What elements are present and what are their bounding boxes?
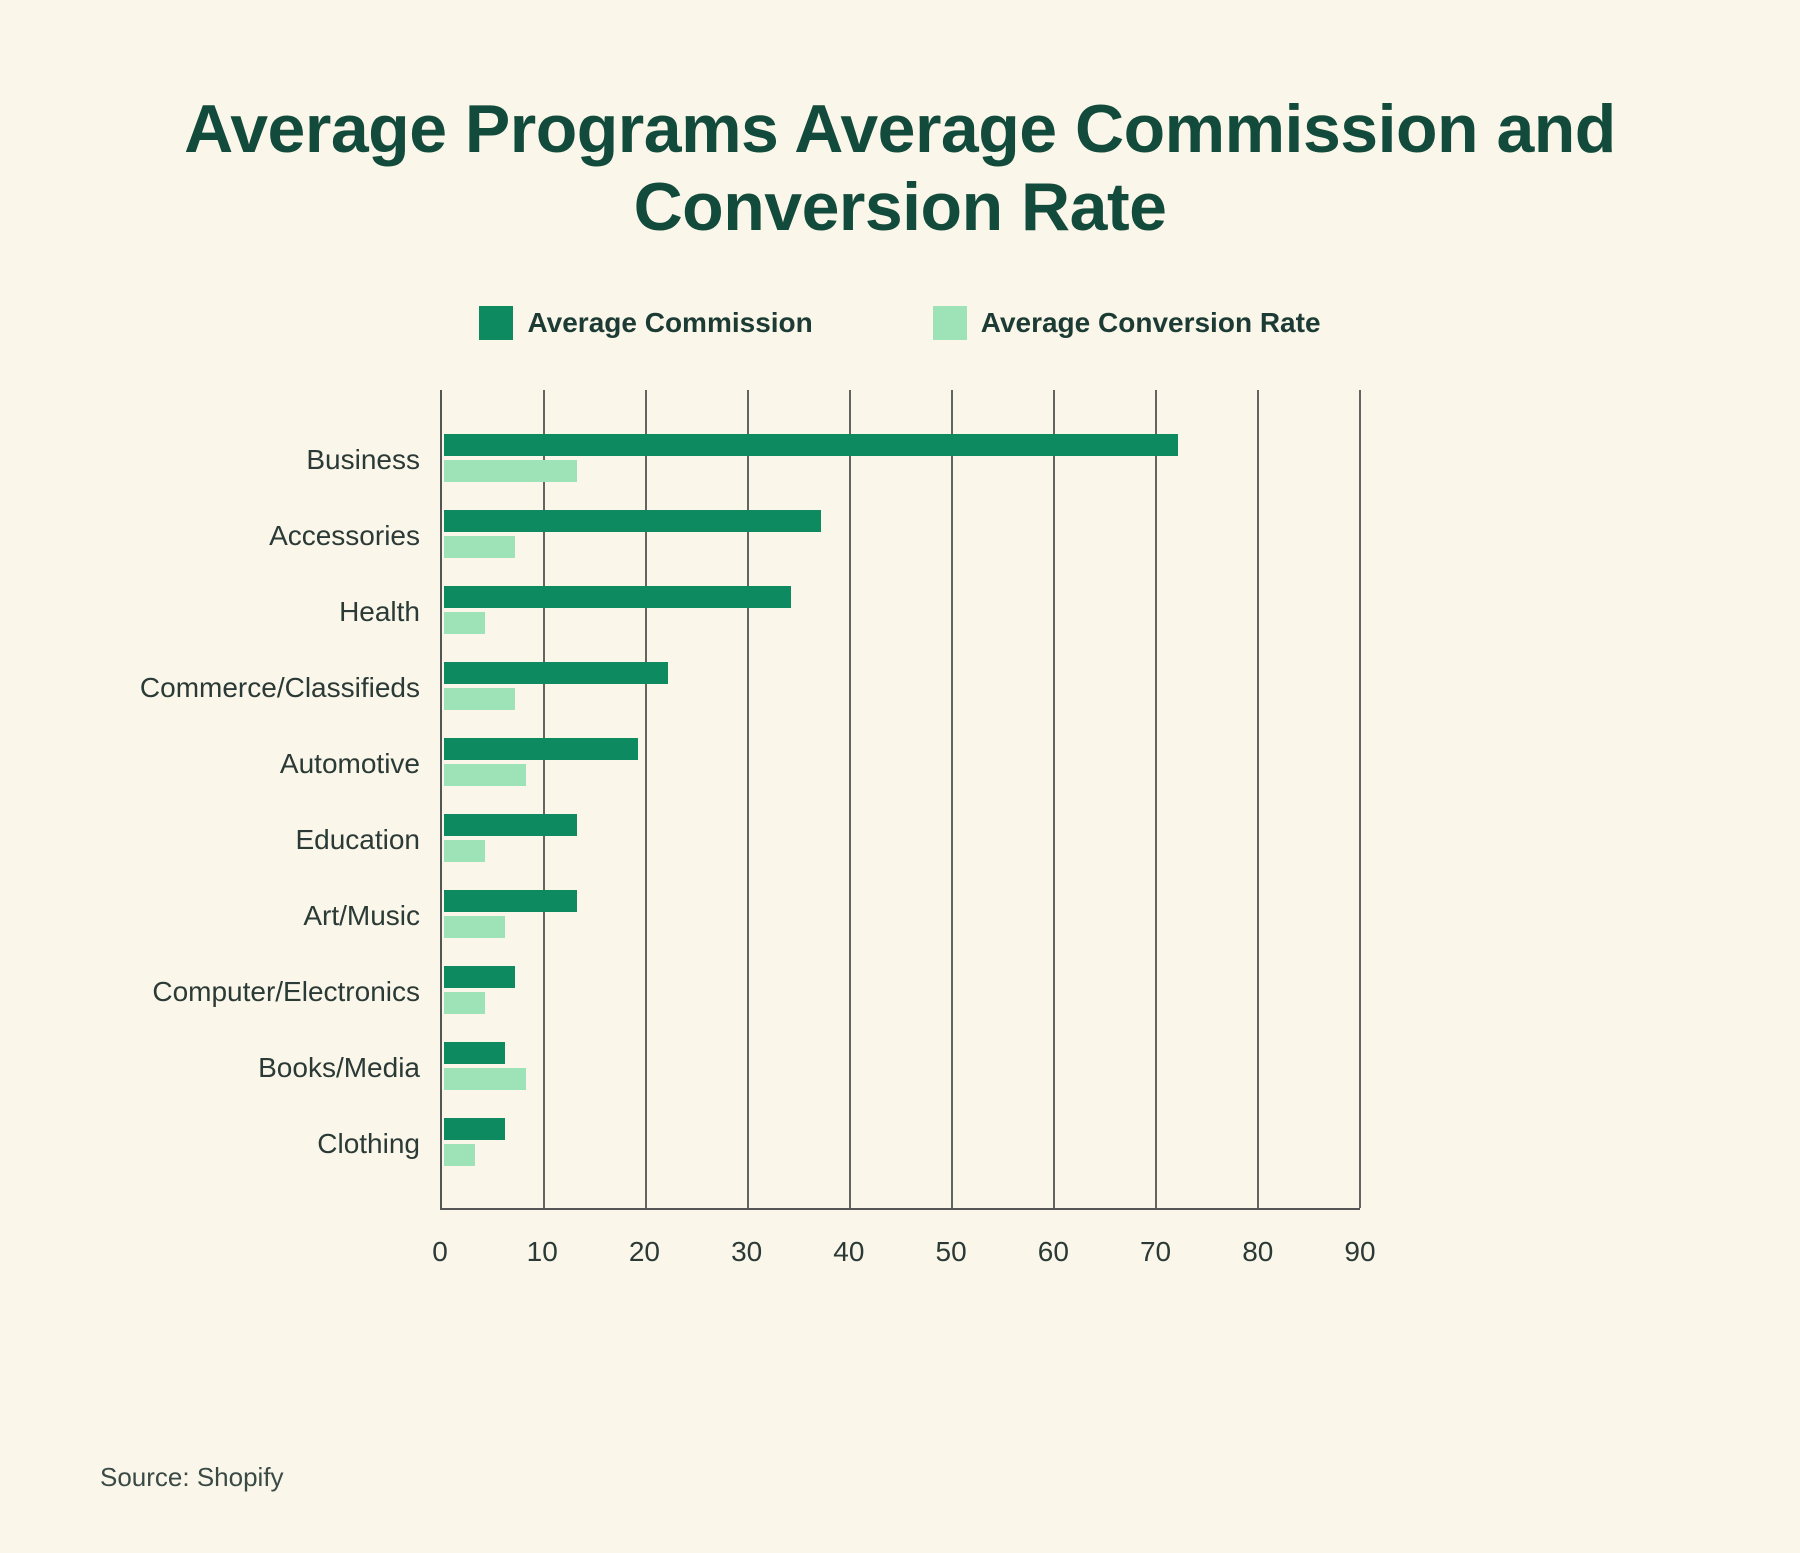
category-label: Books/Media	[258, 1052, 420, 1084]
legend-swatch-conversion	[933, 306, 967, 340]
bar-conversion	[444, 612, 485, 634]
y-axis-categories: Business Accessories Health Commerce/Classi…	[100, 390, 420, 1210]
bar-commission	[444, 586, 791, 608]
x-tick: 50	[936, 1236, 967, 1268]
legend-item-conversion: Average Conversion Rate	[933, 306, 1321, 340]
legend: Average Commission Average Conversion Ra…	[100, 306, 1700, 340]
bar-commission	[444, 890, 577, 912]
x-tick: 80	[1242, 1236, 1273, 1268]
chart-area: 0102030405060708090 BusinessAccessoriesH…	[440, 390, 1360, 1270]
x-tick: 70	[1140, 1236, 1171, 1268]
gridline	[1155, 390, 1157, 1208]
category-label: Accessories	[269, 520, 420, 552]
legend-swatch-commission	[479, 306, 513, 340]
bar-commission	[444, 738, 638, 760]
source-text: Source: Shopify	[100, 1462, 284, 1493]
bar-conversion	[444, 916, 505, 938]
bar-conversion	[444, 764, 526, 786]
bar-commission	[444, 662, 668, 684]
x-tick: 90	[1344, 1236, 1375, 1268]
category-label: Automotive	[280, 748, 420, 780]
bar-conversion	[444, 1144, 475, 1166]
category-label: Business	[306, 444, 420, 476]
bar-commission	[444, 1042, 505, 1064]
category-label: Commerce/Classifieds	[140, 672, 420, 704]
legend-label-conversion: Average Conversion Rate	[981, 307, 1321, 339]
gridline	[1053, 390, 1055, 1208]
gridline	[1359, 390, 1361, 1208]
x-tick: 40	[833, 1236, 864, 1268]
bar-conversion	[444, 688, 515, 710]
bar-commission	[444, 510, 821, 532]
category-label: Health	[339, 596, 420, 628]
category-label: Art/Music	[303, 900, 420, 932]
bar-commission	[444, 434, 1178, 456]
bar-conversion	[444, 992, 485, 1014]
legend-item-commission: Average Commission	[479, 306, 812, 340]
bar-conversion	[444, 460, 577, 482]
bar-conversion	[444, 536, 515, 558]
gridline	[849, 390, 851, 1208]
x-tick: 20	[629, 1236, 660, 1268]
gridline	[1257, 390, 1259, 1208]
bar-commission	[444, 814, 577, 836]
category-label: Computer/Electronics	[152, 976, 420, 1008]
x-tick: 60	[1038, 1236, 1069, 1268]
chart-title: Average Programs Average Commission and …	[100, 90, 1700, 246]
bar-conversion	[444, 840, 485, 862]
x-tick: 30	[731, 1236, 762, 1268]
bar-commission	[444, 966, 515, 988]
gridline	[951, 390, 953, 1208]
x-axis: 0102030405060708090	[440, 1220, 1360, 1270]
category-label: Clothing	[317, 1128, 420, 1160]
category-label: Education	[295, 824, 420, 856]
bar-commission	[444, 1118, 505, 1140]
bar-conversion	[444, 1068, 526, 1090]
legend-label-commission: Average Commission	[527, 307, 812, 339]
plot	[440, 390, 1360, 1210]
x-tick: 10	[527, 1236, 558, 1268]
x-tick: 0	[432, 1236, 448, 1268]
